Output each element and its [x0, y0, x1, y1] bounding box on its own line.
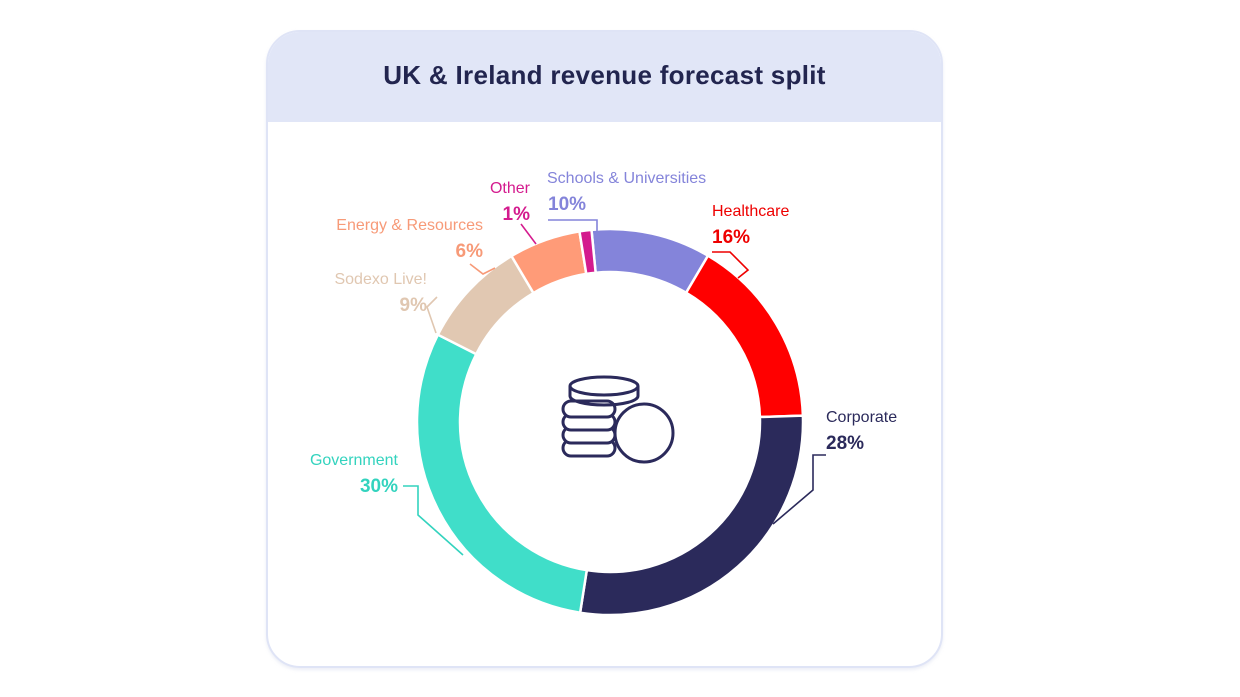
- leader-line-healthcare: [712, 251, 750, 279]
- chart-title: UK & Ireland revenue forecast split: [383, 60, 826, 90]
- donut-slice-other: [578, 228, 597, 276]
- slice-label-energy-and-resources: Energy & Resources: [336, 217, 483, 234]
- slice-value-healthcare: 16%: [712, 227, 750, 248]
- leader-line-sodexo-live: [426, 296, 438, 334]
- slice-label-corporate: Corporate: [826, 409, 897, 426]
- slice-value-corporate: 28%: [826, 433, 864, 454]
- leader-line-government: [403, 485, 464, 556]
- leader-line-energy-and-resources: [469, 263, 496, 275]
- slice-label-sodexo-live: Sodexo Live!: [334, 271, 427, 288]
- slice-label-other: Other: [490, 180, 531, 197]
- chart-card: UK & Ireland revenue forecast split: [266, 30, 943, 668]
- leader-line-other: [520, 223, 537, 245]
- slice-label-government: Government: [310, 452, 399, 469]
- slice-label-schools-and-universities: Schools & Universities: [547, 170, 706, 187]
- slice-value-sodexo-live: 9%: [400, 295, 428, 316]
- leader-line-corporate: [772, 454, 826, 525]
- slice-label-healthcare: Healthcare: [712, 203, 789, 220]
- slice-value-other: 1%: [503, 204, 531, 225]
- leader-line-schools-and-universities: [548, 219, 598, 232]
- coins-stack-icon: [561, 375, 675, 464]
- slice-value-schools-and-universities: 10%: [548, 194, 586, 215]
- slice-value-government: 30%: [360, 476, 398, 497]
- card-header: UK & Ireland revenue forecast split: [268, 32, 941, 122]
- donut-slice-government: [415, 333, 589, 614]
- slice-value-energy-and-resources: 6%: [456, 241, 484, 262]
- donut-slice-healthcare: [684, 254, 805, 419]
